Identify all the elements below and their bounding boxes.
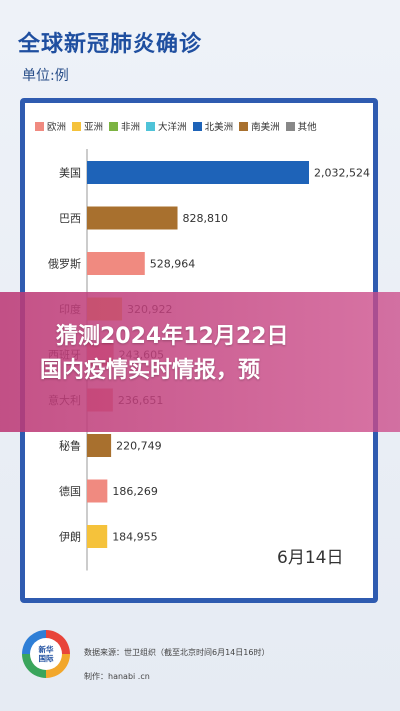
legend-label: 非洲 [121, 122, 141, 133]
legend-swatch [192, 121, 202, 131]
headline-line-1: 猜测2024年12月22日 [56, 324, 289, 349]
legend-label: 大洋洲 [158, 122, 187, 133]
legend-item: 大洋洲 [146, 119, 187, 133]
headline-banner[interactable]: 猜测2024年12月22日 国内疫情实时情报，预 [0, 292, 400, 432]
legend-label: 南美洲 [251, 122, 280, 133]
legend-label: 欧洲 [47, 122, 67, 133]
legend-item: 亚洲 [72, 119, 103, 133]
legend-swatch [109, 121, 119, 131]
value-label: 220,749 [116, 440, 162, 453]
bar [87, 434, 112, 457]
category-label: 俄罗斯 [48, 258, 81, 271]
legend-label: 其他 [297, 122, 317, 133]
unit-label: 单位:例 [22, 68, 69, 84]
chart-legend: 欧洲 亚洲 非洲 大洋洲 北美洲 南美洲 其他 [35, 119, 370, 133]
legend-item: 南美洲 [239, 119, 280, 133]
value-label: 528,964 [150, 258, 196, 271]
value-label: 186,269 [112, 485, 157, 498]
category-label: 德国 [59, 484, 81, 498]
value-label: 184,955 [112, 531, 157, 544]
headline-line-2: 国内疫情实时情报，预 [40, 358, 261, 383]
date-label: 6月14日 [277, 548, 344, 568]
xinhua-logo-icon: 新华 国际 [22, 630, 70, 678]
legend-item: 非洲 [109, 119, 140, 133]
legend-item: 北美洲 [192, 119, 234, 133]
value-label: 828,810 [183, 212, 229, 225]
legend-swatch [35, 121, 44, 131]
legend-swatch [146, 121, 156, 131]
bar [87, 252, 145, 275]
value-label: 2,032,524 [314, 167, 370, 180]
category-label: 伊朗 [59, 531, 81, 544]
bar [87, 206, 178, 230]
legend-swatch [285, 121, 295, 131]
legend-item: 其他 [285, 119, 317, 133]
logo-text: 国际 [38, 654, 54, 663]
logo-inner: 新华 国际 [30, 638, 62, 670]
category-label: 美国 [59, 167, 81, 180]
legend-label: 北美洲 [204, 122, 234, 133]
bar [87, 479, 108, 503]
page-title: 全球新冠肺炎确诊 [18, 32, 203, 57]
source-note: 数据来源：世卫组织（截至北京时间6月14日16时） [84, 648, 270, 657]
legend-swatch [239, 121, 249, 131]
legend-label: 亚洲 [84, 122, 104, 133]
made-by-note: 制作：hanabi .cn [84, 672, 150, 681]
bar [87, 525, 108, 548]
legend-swatch [72, 121, 82, 131]
category-label: 秘鲁 [59, 439, 81, 453]
logo-text: 新华 [38, 645, 54, 654]
category-label: 巴西 [59, 212, 81, 225]
legend-item: 欧洲 [35, 119, 66, 133]
bar [87, 161, 309, 184]
